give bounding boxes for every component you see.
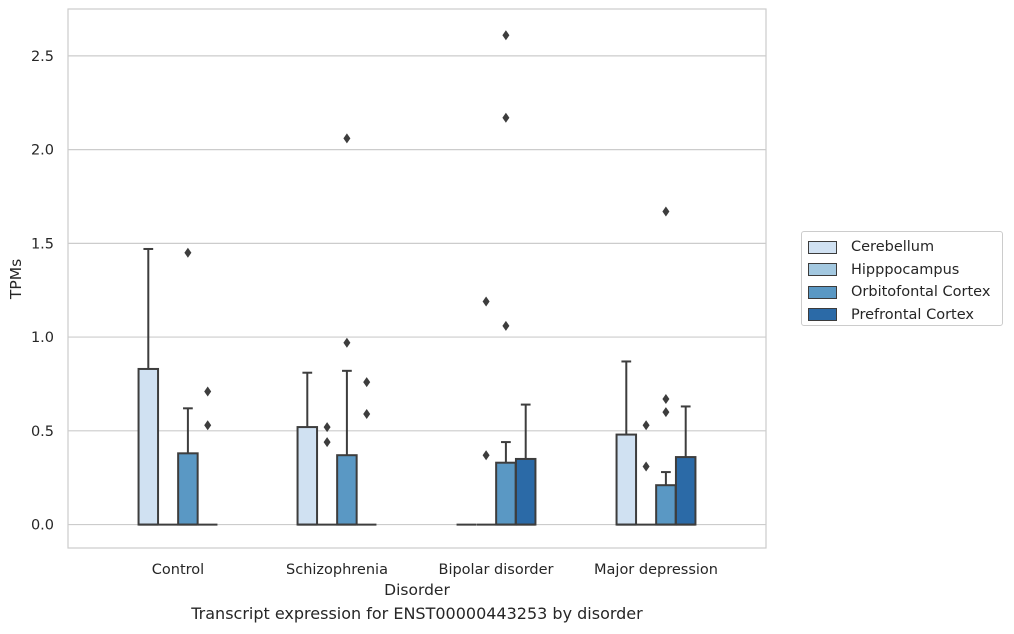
outlier-point [502,320,510,331]
x-tick-label: Control [152,562,204,578]
legend-item: Cerebellum [808,236,1002,259]
x-tick-label: Bipolar disorder [439,562,554,578]
chart-caption: Transcript expression for ENST0000044325… [191,604,643,623]
legend-item: Orbitofontal Cortex [808,281,1002,304]
outlier-point [204,420,212,431]
box-orbitofontal-cortex [495,30,517,526]
box-hipppocampus [476,296,496,526]
legend-swatch [808,285,837,299]
outlier-point [662,206,670,217]
y-tick-label: 0.5 [31,424,54,440]
gridlines [68,55,766,526]
outlier-point [363,408,371,419]
box-prefrontal-cortex [197,386,218,526]
outlier-point [502,30,510,41]
box-orbitofontal-cortex [336,133,358,526]
outlier-point [662,407,670,418]
box-body [615,433,638,526]
y-axis-ticks: 0.0 0.5 1.0 1.5 2.0 2.5 [31,49,54,534]
box-cerebellum [296,371,319,526]
box-prefrontal-cortex [674,405,697,526]
box-hipppocampus [317,422,337,526]
box-body [177,452,199,526]
box-body [514,457,537,526]
box-body [137,367,160,526]
outlier-point [323,437,331,448]
legend: Cerebellum Hipppocampus Orbitofontal Corte… [801,231,1003,326]
legend-item: Prefrontal Cortex [808,304,1002,327]
box-body [655,484,677,526]
outlier-point [363,377,371,388]
box-body [296,426,319,526]
x-axis-label: Disorder [384,581,450,599]
outlier-point [482,296,490,307]
box-orbitofontal-cortex [655,206,677,526]
x-axis-ticks: Control Schizophrenia Bipolar disorder Majo… [152,562,718,578]
box-cerebellum [615,360,638,526]
legend-label: Hipppocampus [851,261,960,278]
outlier-point [204,386,212,397]
box-cerebellum [137,247,160,526]
y-axis-label: TPMs [7,259,25,300]
box-body [674,456,697,526]
x-tick-label: Schizophrenia [286,562,388,578]
plot-frame [67,8,767,549]
legend-swatch [808,240,837,254]
outlier-point [343,337,351,348]
outlier-point [323,422,331,433]
outlier-point [184,247,192,258]
y-tick-label: 1.0 [31,330,54,346]
box-prefrontal-cortex [514,403,537,526]
outlier-point [482,450,490,461]
box-hipppocampus [636,420,656,526]
y-tick-label: 1.5 [31,236,54,252]
legend-label: Orbitofontal Cortex [851,284,991,301]
y-tick-label: 2.5 [31,49,54,65]
box-prefrontal-cortex [356,377,377,526]
outlier-point [502,112,510,123]
legend-swatch [808,263,837,277]
x-tick-label: Major depression [594,562,718,578]
box-body [336,454,358,526]
box-body [495,461,517,526]
legend-item: Hipppocampus [808,259,1002,282]
y-tick-label: 2.0 [31,143,54,159]
outlier-point [662,393,670,404]
outlier-point [642,420,650,431]
box-plot-area [137,30,697,526]
outlier-point [343,133,351,144]
y-tick-label: 0.0 [31,518,54,534]
legend-swatch [808,308,837,322]
legend-label: Cerebellum [851,239,935,256]
legend-label: Prefrontal Cortex [851,306,974,323]
outlier-point [642,461,650,472]
box-orbitofontal-cortex [177,247,199,526]
